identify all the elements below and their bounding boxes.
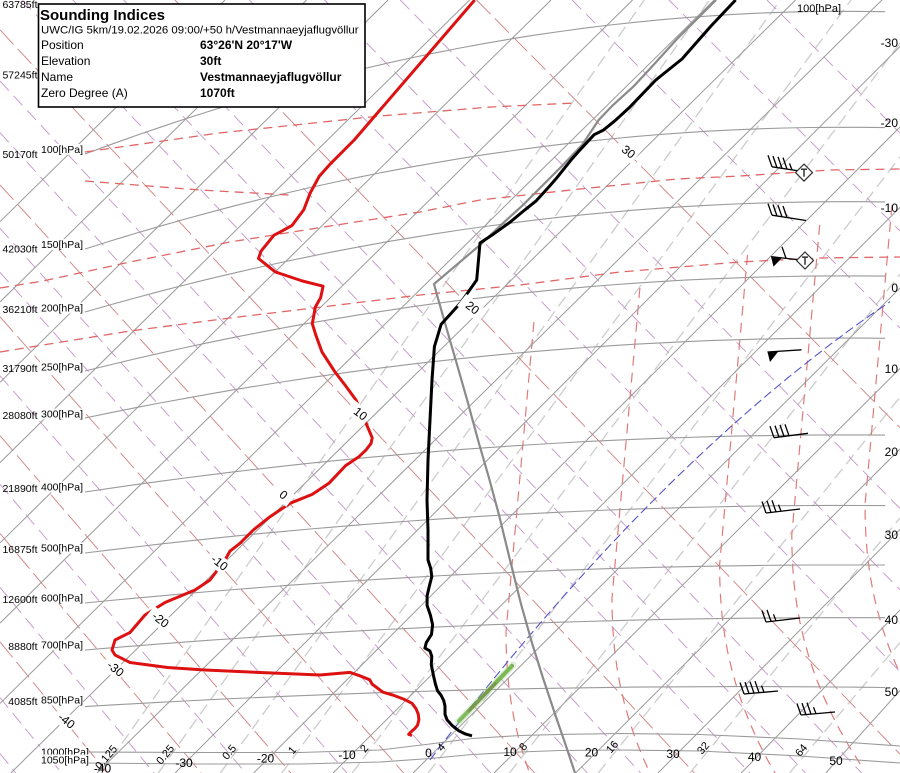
svg-text:21890ft: 21890ft [2, 483, 37, 495]
svg-text:Vestmannaeyjaflugvöllur: Vestmannaeyjaflugvöllur [200, 70, 342, 84]
svg-text:1070ft: 1070ft [200, 86, 235, 100]
svg-text:Zero Degree (A): Zero Degree (A) [41, 86, 128, 100]
svg-text:30: 30 [885, 528, 899, 542]
svg-text:400[hPa]: 400[hPa] [41, 482, 83, 494]
svg-text:Elevation: Elevation [41, 54, 90, 68]
svg-text:63785ft: 63785ft [2, 0, 37, 11]
svg-text:300[hPa]: 300[hPa] [41, 409, 83, 421]
svg-text:-30: -30 [175, 756, 193, 770]
svg-text:-20: -20 [881, 116, 899, 130]
svg-text:Sounding Indices: Sounding Indices [40, 7, 165, 24]
svg-text:-30: -30 [881, 36, 899, 50]
svg-text:500[hPa]: 500[hPa] [41, 543, 83, 555]
svg-text:250[hPa]: 250[hPa] [41, 362, 83, 374]
svg-text:1050[hPa]: 1050[hPa] [41, 755, 89, 767]
svg-text:Name: Name [41, 70, 73, 84]
svg-text:-10: -10 [338, 748, 356, 762]
svg-text:57245ft: 57245ft [2, 69, 37, 81]
svg-text:40: 40 [748, 750, 762, 764]
svg-text:-10: -10 [881, 201, 899, 215]
svg-text:10: 10 [503, 745, 517, 759]
svg-text:30: 30 [666, 747, 680, 761]
svg-text:16875ft: 16875ft [2, 544, 37, 556]
svg-text:100[hPa]: 100[hPa] [41, 144, 83, 156]
svg-text:200[hPa]: 200[hPa] [41, 303, 83, 315]
svg-text:42030ft: 42030ft [2, 243, 37, 255]
svg-text:150[hPa]: 150[hPa] [41, 239, 83, 251]
svg-text:-20: -20 [257, 751, 275, 765]
svg-text:-40: -40 [94, 762, 112, 773]
svg-text:20: 20 [585, 745, 599, 759]
svg-text:28080ft: 28080ft [2, 410, 37, 422]
svg-text:700[hPa]: 700[hPa] [41, 640, 83, 652]
svg-text:Position: Position [41, 38, 84, 52]
svg-text:UWC/IG 5km/19.02.2026 09:00/+5: UWC/IG 5km/19.02.2026 09:00/+50 h/Vestma… [41, 25, 359, 37]
svg-text:10: 10 [885, 362, 899, 376]
svg-text:30ft: 30ft [200, 54, 221, 68]
svg-text:40: 40 [885, 613, 899, 627]
svg-text:4085ft: 4085ft [8, 696, 37, 708]
svg-text:8880ft: 8880ft [8, 641, 37, 653]
svg-text:63°26'N 20°17'W: 63°26'N 20°17'W [200, 38, 293, 52]
svg-text:600[hPa]: 600[hPa] [41, 593, 83, 605]
svg-text:50: 50 [829, 754, 843, 768]
svg-text:36210ft: 36210ft [2, 304, 37, 316]
svg-text:100[hPa]: 100[hPa] [797, 3, 841, 15]
svg-text:31790ft: 31790ft [2, 363, 37, 375]
svg-text:50170ft: 50170ft [2, 149, 37, 161]
svg-text:0: 0 [891, 281, 898, 295]
svg-text:20: 20 [885, 445, 899, 459]
svg-text:50: 50 [885, 685, 899, 699]
svg-text:850[hPa]: 850[hPa] [41, 695, 83, 707]
svg-text:12600ft: 12600ft [2, 594, 37, 606]
svg-text:0: 0 [425, 746, 432, 760]
